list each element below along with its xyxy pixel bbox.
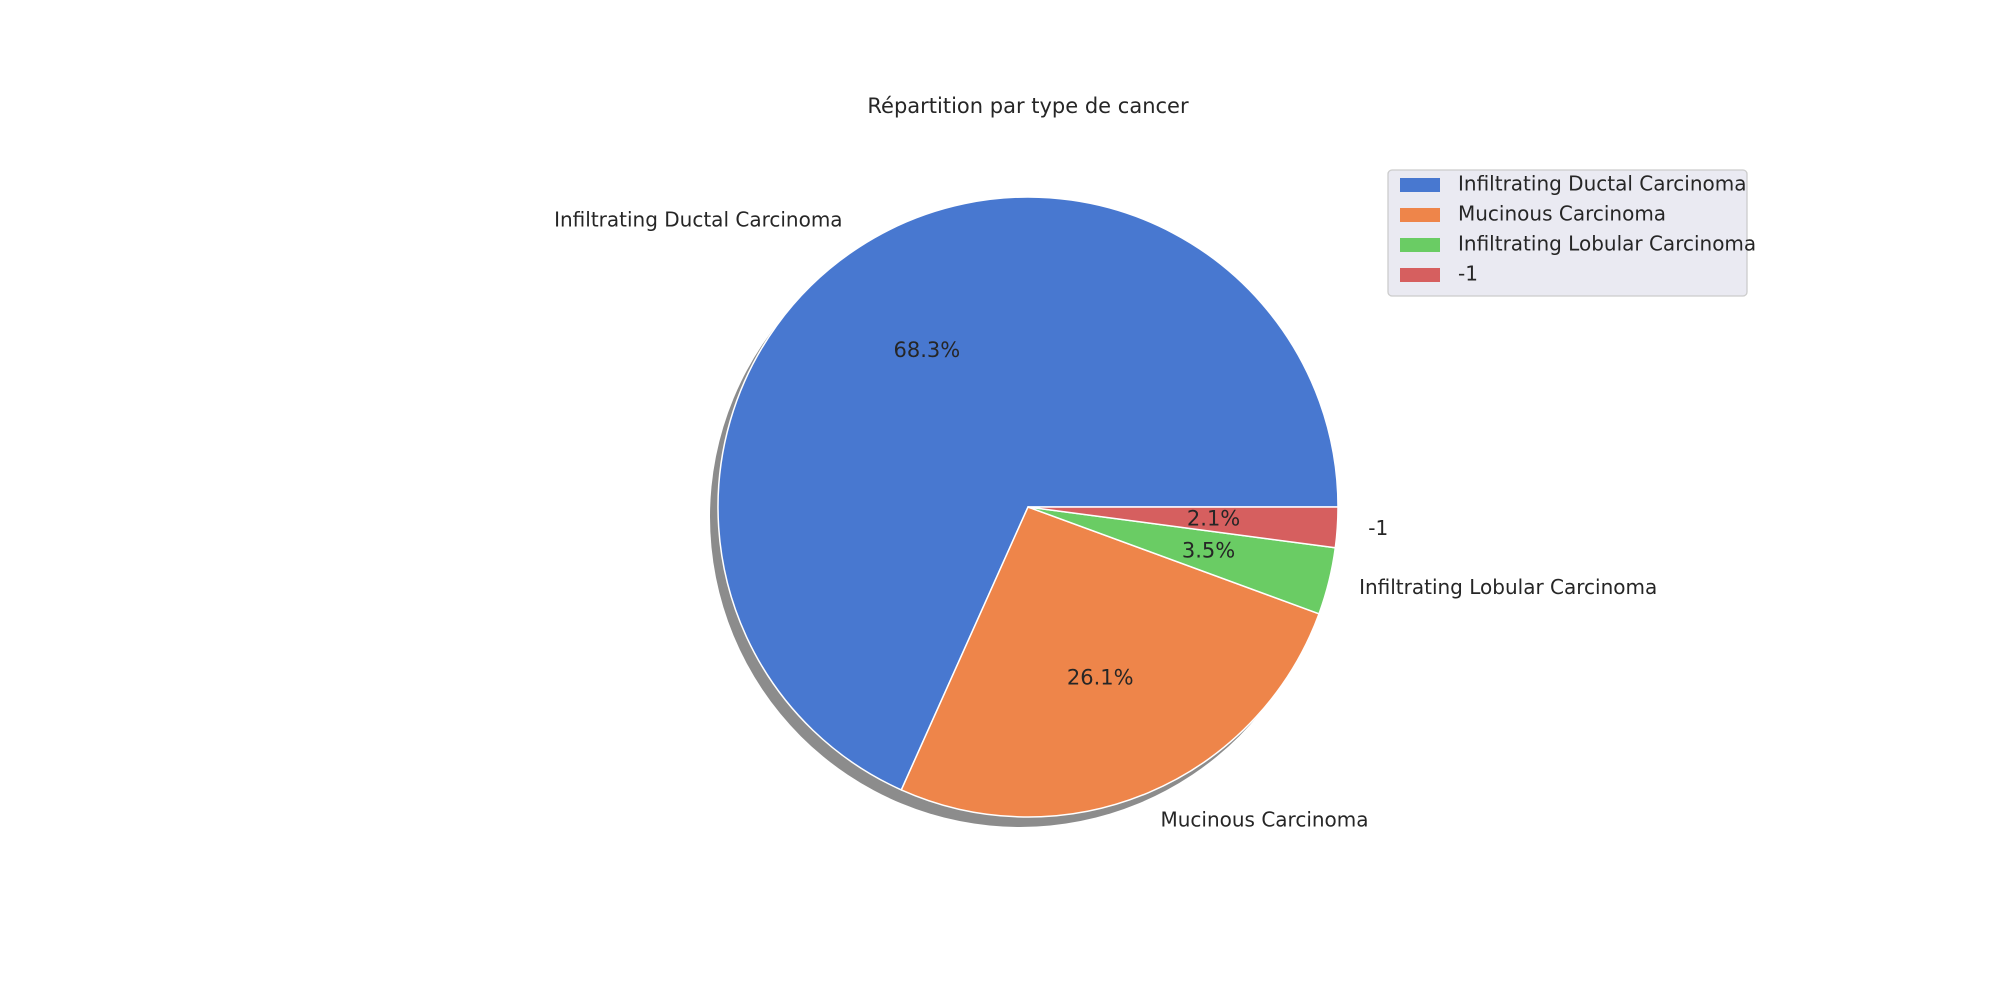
- slice-label-mucinous-carcinoma: Mucinous Carcinoma: [1160, 808, 1368, 832]
- legend-label-1: -1: [1458, 262, 1478, 286]
- legend-swatch-1: [1400, 268, 1440, 282]
- slice-label-infiltrating-ductal-carcinoma: Infiltrating Ductal Carcinoma: [554, 207, 842, 231]
- legend-label-infiltrating-lobular-carcinoma: Infiltrating Lobular Carcinoma: [1458, 232, 1756, 256]
- legend-entries: Infiltrating Ductal Carcinoma Mucinous Ca…: [1400, 172, 1756, 286]
- legend-swatch-infiltrating-ductal-carcinoma: [1400, 178, 1440, 192]
- legend-label-infiltrating-ductal-carcinoma: Infiltrating Ductal Carcinoma: [1458, 172, 1746, 196]
- pct-label-infiltrating-lobular-carcinoma: 3.5%: [1182, 539, 1235, 563]
- legend: Infiltrating Ductal Carcinoma Mucinous Ca…: [1387, 169, 1756, 297]
- pct-label-1: 2.1%: [1187, 506, 1240, 530]
- chart-title: Répartition par type de cancer: [867, 94, 1189, 118]
- pie-slices: [717, 196, 1339, 818]
- legend-swatch-mucinous-carcinoma: [1400, 208, 1440, 222]
- pie-slice-1: [1027, 506, 1339, 549]
- legend-frame: [1387, 169, 1748, 297]
- legend-swatch-infiltrating-lobular-carcinoma: [1400, 238, 1440, 252]
- pie-slice-mucinous-carcinoma: [900, 506, 1320, 818]
- percentage-labels: 68.3% 26.1% 3.5% 2.1%: [894, 338, 1241, 689]
- legend-label-mucinous-carcinoma: Mucinous Carcinoma: [1458, 202, 1666, 226]
- pct-label-mucinous-carcinoma: 26.1%: [1067, 665, 1134, 689]
- slice-label-infiltrating-lobular-carcinoma: Infiltrating Lobular Carcinoma: [1359, 575, 1657, 599]
- pct-label-infiltrating-ductal-carcinoma: 68.3%: [894, 338, 961, 362]
- slice-label-1: -1: [1368, 516, 1388, 540]
- pie-slice-infiltrating-ductal-carcinoma: [717, 196, 1339, 791]
- slice-labels: Infiltrating Ductal Carcinoma Mucinous Ca…: [554, 207, 1657, 831]
